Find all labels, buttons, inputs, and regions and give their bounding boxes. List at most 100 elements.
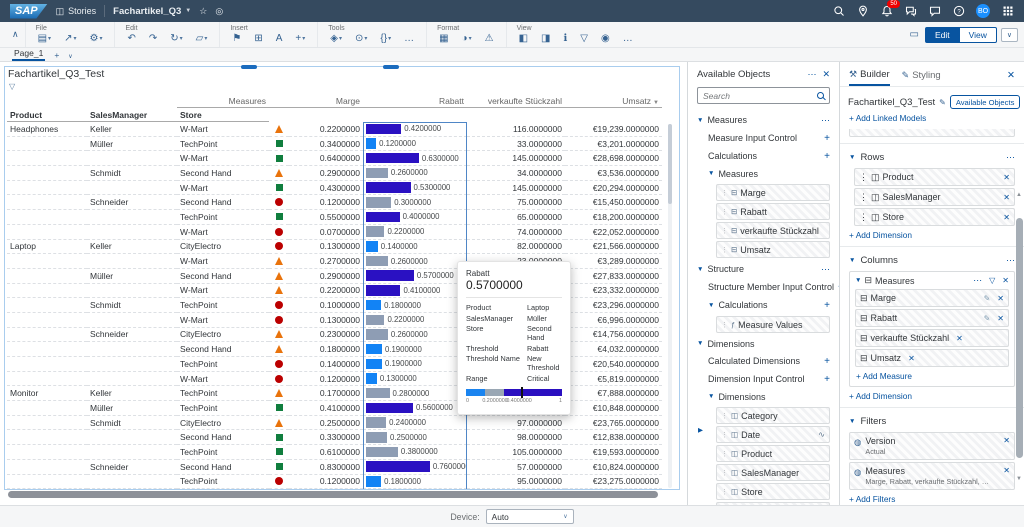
notifications-bell-icon[interactable]: 50 bbox=[880, 0, 900, 18]
group-measures[interactable]: ▼ Measures ⋯ bbox=[697, 114, 830, 126]
display-mode-icon[interactable]: ▭ bbox=[909, 29, 919, 40]
cell-stueckzahl[interactable]: 95.0000000 bbox=[467, 475, 565, 490]
status-icon[interactable]: ◎ bbox=[215, 5, 224, 16]
measure-chip[interactable]: ⋮ ⊟ verkaufte Stückzahl bbox=[716, 222, 830, 239]
cell-rabatt-bar[interactable]: 0.5600000 bbox=[363, 401, 467, 416]
search-input[interactable]: Search bbox=[697, 87, 830, 104]
scroll-up-icon[interactable]: ▲ bbox=[1016, 192, 1022, 198]
cell-product[interactable] bbox=[7, 166, 87, 181]
toolbar-button[interactable]: ▦ ▾ bbox=[437, 33, 450, 45]
calculation-chip[interactable]: ⋮ ƒ Measure Values bbox=[716, 316, 830, 333]
cell-salesmanager[interactable]: Schmidt bbox=[87, 298, 177, 313]
add-measure-link[interactable]: + Add Measure bbox=[856, 371, 913, 381]
expand-chevron-icon[interactable]: ▶ bbox=[698, 427, 703, 434]
cell-threshold[interactable] bbox=[269, 401, 289, 416]
dimension-chip[interactable]: ⋮ ◫ SalesManager ∿ bbox=[716, 464, 830, 481]
cell-stueckzahl[interactable]: 145.0000000 bbox=[467, 151, 565, 167]
cell-rabatt-bar[interactable]: 0.1900000 bbox=[363, 357, 467, 372]
structure-member-input-control[interactable]: Structure Member Input Control + bbox=[688, 278, 839, 296]
cell-store[interactable]: TechPoint bbox=[177, 445, 269, 460]
cell-threshold[interactable] bbox=[269, 284, 289, 299]
cell-store[interactable]: TechPoint bbox=[177, 386, 269, 402]
cell-product[interactable] bbox=[7, 460, 87, 475]
cell-threshold[interactable] bbox=[269, 445, 289, 460]
cell-umsatz[interactable]: €3,201.0000000 bbox=[565, 137, 662, 152]
edit-threshold-icon[interactable]: ✎ bbox=[983, 293, 991, 303]
cell-threshold[interactable] bbox=[269, 122, 289, 137]
cell-salesmanager[interactable]: Schmidt bbox=[87, 416, 177, 431]
cell-marge[interactable]: 0.1200000 bbox=[289, 372, 363, 387]
cell-store[interactable]: W-Mart bbox=[177, 372, 269, 387]
cell-salesmanager[interactable] bbox=[87, 445, 177, 460]
cell-threshold[interactable] bbox=[269, 151, 289, 167]
subgroup-measures[interactable]: ▼ Measures bbox=[708, 168, 758, 179]
cell-product[interactable]: Monitor bbox=[7, 386, 87, 402]
remove-icon[interactable]: ✕ bbox=[1003, 192, 1010, 202]
group-more-icon[interactable]: ⋯ bbox=[821, 263, 830, 274]
section-more-icon[interactable]: ⋯ bbox=[1006, 152, 1015, 162]
cell-product[interactable] bbox=[7, 342, 87, 357]
toolbar-button[interactable]: ◧ ▾ bbox=[517, 33, 530, 45]
cell-threshold[interactable] bbox=[269, 357, 289, 372]
cell-umsatz[interactable]: €22,052.0000000 bbox=[565, 225, 662, 240]
cell-marge[interactable]: 0.0700000 bbox=[289, 225, 363, 240]
cell-store[interactable]: Second Hand bbox=[177, 430, 269, 446]
add-icon[interactable]: + bbox=[824, 132, 830, 144]
filter-chip[interactable]: ◍ Version Actual ✕ bbox=[849, 432, 1015, 460]
table-vertical-scrollbar[interactable] bbox=[668, 124, 672, 488]
cell-threshold[interactable] bbox=[269, 430, 289, 446]
cell-rabatt-bar[interactable]: 0.4200000 bbox=[363, 122, 467, 137]
remove-icon[interactable]: ✕ bbox=[1003, 436, 1010, 445]
cell-salesmanager[interactable]: Keller bbox=[87, 122, 177, 137]
cell-product[interactable] bbox=[7, 298, 87, 313]
cell-marge[interactable]: 0.1300000 bbox=[289, 240, 363, 255]
cell-store[interactable]: TechPoint bbox=[177, 210, 269, 225]
section-rows[interactable]: ▼ Rows ⋯ bbox=[849, 152, 1015, 163]
add-filters-link[interactable]: + Add Filters bbox=[849, 494, 896, 504]
cell-salesmanager[interactable] bbox=[87, 475, 177, 490]
cell-product[interactable] bbox=[7, 137, 87, 152]
cell-marge[interactable]: 0.1300000 bbox=[289, 313, 363, 328]
collapse-toolbar-button[interactable]: ∧ bbox=[12, 29, 19, 39]
dimension-chip[interactable]: ⋮ ◫ Version ∿ bbox=[716, 502, 830, 505]
cell-threshold[interactable] bbox=[269, 210, 289, 225]
cell-product[interactable]: Headphones bbox=[7, 122, 87, 137]
cell-salesmanager[interactable] bbox=[87, 372, 177, 387]
mode-dropdown-button[interactable]: ∨ bbox=[1000, 27, 1018, 42]
cell-marge[interactable]: 0.1800000 bbox=[289, 342, 363, 357]
row-dimension-chip[interactable]: ⋮ ◫ SalesManager ✕ bbox=[854, 188, 1015, 206]
document-title-menu[interactable]: Fachartikel_Q3 ▼ bbox=[113, 6, 191, 17]
cell-umsatz[interactable]: €4,032.0000000 bbox=[565, 342, 662, 357]
panel-scrollbar[interactable] bbox=[1016, 218, 1023, 458]
cell-marge[interactable]: 0.1700000 bbox=[289, 386, 363, 402]
cell-store[interactable]: Second Hand bbox=[177, 342, 269, 357]
cell-store[interactable]: TechPoint bbox=[177, 357, 269, 372]
cell-umsatz[interactable]: €3,536.0000000 bbox=[565, 166, 662, 181]
toolbar-button[interactable]: ◈ ▾ bbox=[328, 33, 344, 45]
cell-umsatz[interactable]: €20,294.0000000 bbox=[565, 181, 662, 196]
measure-input-control[interactable]: Measure Input Control + bbox=[708, 132, 830, 144]
cell-marge[interactable]: 0.2700000 bbox=[289, 254, 363, 269]
cell-store[interactable]: TechPoint bbox=[177, 298, 269, 313]
stories-menu[interactable]: ◫ Stories bbox=[55, 5, 97, 17]
cell-threshold[interactable] bbox=[269, 181, 289, 196]
cell-store[interactable]: CityElectro bbox=[177, 328, 269, 343]
cell-threshold[interactable] bbox=[269, 313, 289, 328]
canvas-horizontal-scrollbar[interactable] bbox=[8, 491, 658, 498]
cell-salesmanager[interactable]: Müller bbox=[87, 137, 177, 152]
toolbar-button[interactable]: ↻ ▾ bbox=[168, 33, 184, 45]
toolbar-button[interactable]: ⚠ ▾ bbox=[483, 33, 496, 45]
tab-builder[interactable]: ⚒ Builder bbox=[849, 69, 890, 86]
table-filter-icon[interactable]: ▽ bbox=[9, 82, 16, 91]
cell-rabatt-bar[interactable]: 0.2600000 bbox=[363, 254, 467, 269]
remove-icon[interactable]: ✕ bbox=[1003, 172, 1010, 182]
toolbar-button[interactable]: ◑ ▾ bbox=[460, 33, 474, 45]
add-icon[interactable]: + bbox=[824, 373, 830, 385]
cell-rabatt-bar[interactable]: 0.4100000 bbox=[363, 284, 467, 299]
cell-umsatz[interactable]: €10,824.0000000 bbox=[565, 460, 662, 475]
cell-rabatt-bar[interactable]: 0.2400000 bbox=[363, 416, 467, 431]
column-measure-chip[interactable]: ⊟ Rabatt ✎ ✕ bbox=[855, 309, 1009, 327]
cell-threshold[interactable] bbox=[269, 254, 289, 269]
cell-rabatt-bar[interactable]: 0.7600000 bbox=[363, 460, 467, 475]
add-icon[interactable]: + bbox=[824, 299, 830, 311]
